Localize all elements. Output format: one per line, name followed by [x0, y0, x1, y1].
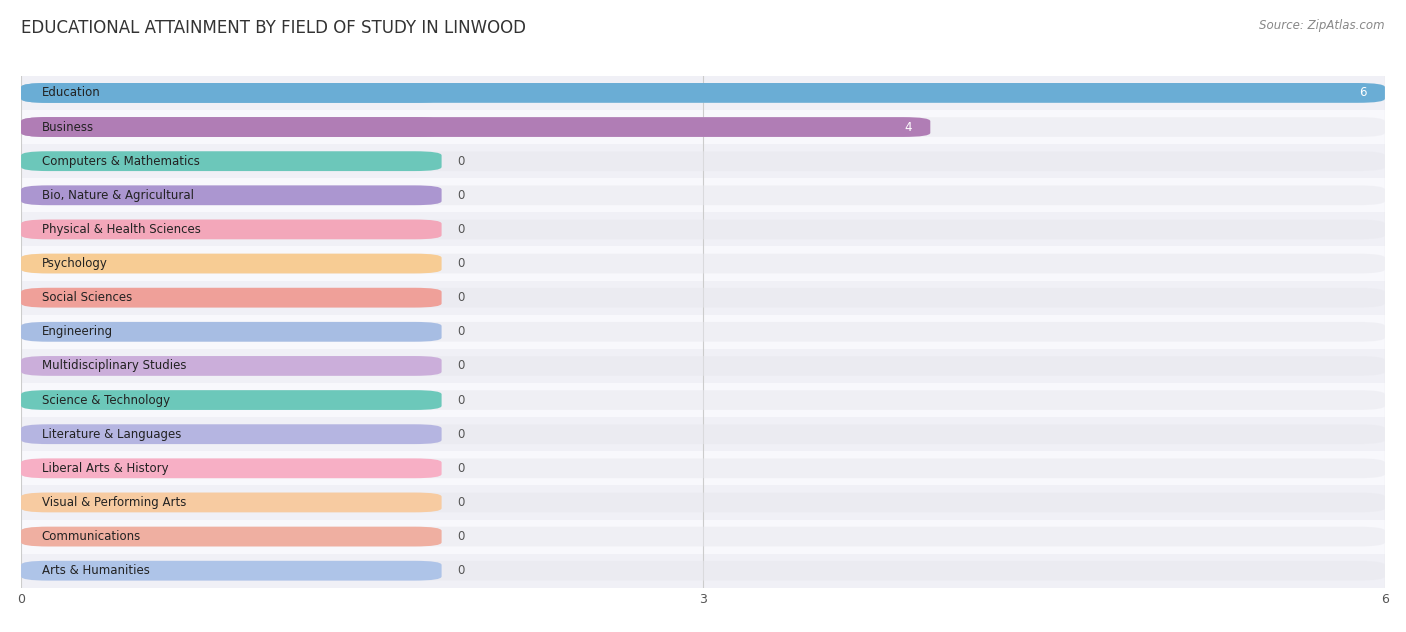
Text: 0: 0	[457, 496, 465, 509]
Text: Computers & Mathematics: Computers & Mathematics	[42, 155, 200, 167]
Bar	[21, 281, 1385, 315]
FancyBboxPatch shape	[21, 356, 1385, 376]
FancyBboxPatch shape	[21, 117, 441, 137]
Bar	[21, 178, 1385, 212]
Text: Psychology: Psychology	[42, 257, 107, 270]
Text: 4: 4	[904, 121, 912, 133]
FancyBboxPatch shape	[21, 151, 441, 171]
FancyBboxPatch shape	[21, 185, 1385, 205]
Text: 0: 0	[457, 155, 465, 167]
FancyBboxPatch shape	[21, 83, 441, 103]
Text: 0: 0	[457, 189, 465, 202]
FancyBboxPatch shape	[21, 492, 441, 513]
FancyBboxPatch shape	[21, 561, 1385, 581]
FancyBboxPatch shape	[21, 253, 441, 274]
FancyBboxPatch shape	[21, 390, 1385, 410]
FancyBboxPatch shape	[21, 424, 1385, 444]
Text: Business: Business	[42, 121, 94, 133]
Bar	[21, 554, 1385, 588]
Bar	[21, 383, 1385, 417]
Text: Bio, Nature & Agricultural: Bio, Nature & Agricultural	[42, 189, 194, 202]
FancyBboxPatch shape	[21, 390, 441, 410]
Text: Science & Technology: Science & Technology	[42, 394, 170, 406]
FancyBboxPatch shape	[21, 219, 441, 240]
Text: 0: 0	[457, 360, 465, 372]
Text: Education: Education	[42, 87, 100, 99]
Bar	[21, 144, 1385, 178]
FancyBboxPatch shape	[21, 458, 1385, 478]
Bar	[21, 451, 1385, 485]
FancyBboxPatch shape	[21, 117, 1385, 137]
Text: 0: 0	[457, 428, 465, 441]
Text: 0: 0	[457, 325, 465, 338]
FancyBboxPatch shape	[21, 83, 1385, 103]
Text: Physical & Health Sciences: Physical & Health Sciences	[42, 223, 201, 236]
Bar	[21, 246, 1385, 281]
Bar	[21, 76, 1385, 110]
Text: Literature & Languages: Literature & Languages	[42, 428, 181, 441]
FancyBboxPatch shape	[21, 288, 441, 308]
Bar	[21, 315, 1385, 349]
FancyBboxPatch shape	[21, 492, 1385, 513]
Text: 0: 0	[457, 223, 465, 236]
Text: 0: 0	[457, 291, 465, 304]
FancyBboxPatch shape	[21, 322, 441, 342]
FancyBboxPatch shape	[21, 424, 441, 444]
FancyBboxPatch shape	[21, 151, 1385, 171]
Text: Arts & Humanities: Arts & Humanities	[42, 564, 149, 577]
Text: 0: 0	[457, 530, 465, 543]
Bar	[21, 520, 1385, 554]
FancyBboxPatch shape	[21, 219, 1385, 240]
Text: Source: ZipAtlas.com: Source: ZipAtlas.com	[1260, 19, 1385, 32]
FancyBboxPatch shape	[21, 458, 441, 478]
FancyBboxPatch shape	[21, 322, 1385, 342]
FancyBboxPatch shape	[21, 526, 1385, 547]
Bar	[21, 349, 1385, 383]
FancyBboxPatch shape	[21, 356, 441, 376]
FancyBboxPatch shape	[21, 253, 1385, 274]
Text: 0: 0	[457, 462, 465, 475]
Bar	[21, 110, 1385, 144]
FancyBboxPatch shape	[21, 83, 1385, 103]
Text: EDUCATIONAL ATTAINMENT BY FIELD OF STUDY IN LINWOOD: EDUCATIONAL ATTAINMENT BY FIELD OF STUDY…	[21, 19, 526, 37]
Text: Engineering: Engineering	[42, 325, 112, 338]
FancyBboxPatch shape	[21, 526, 441, 547]
Bar	[21, 485, 1385, 520]
Text: Multidisciplinary Studies: Multidisciplinary Studies	[42, 360, 186, 372]
FancyBboxPatch shape	[21, 117, 931, 137]
Text: 0: 0	[457, 257, 465, 270]
FancyBboxPatch shape	[21, 185, 441, 205]
Text: Social Sciences: Social Sciences	[42, 291, 132, 304]
Bar	[21, 212, 1385, 246]
Text: Communications: Communications	[42, 530, 141, 543]
FancyBboxPatch shape	[21, 288, 1385, 308]
Text: Liberal Arts & History: Liberal Arts & History	[42, 462, 169, 475]
FancyBboxPatch shape	[21, 561, 441, 581]
Bar	[21, 417, 1385, 451]
Text: Visual & Performing Arts: Visual & Performing Arts	[42, 496, 186, 509]
Text: 0: 0	[457, 394, 465, 406]
Text: 0: 0	[457, 564, 465, 577]
Text: 6: 6	[1360, 87, 1367, 99]
